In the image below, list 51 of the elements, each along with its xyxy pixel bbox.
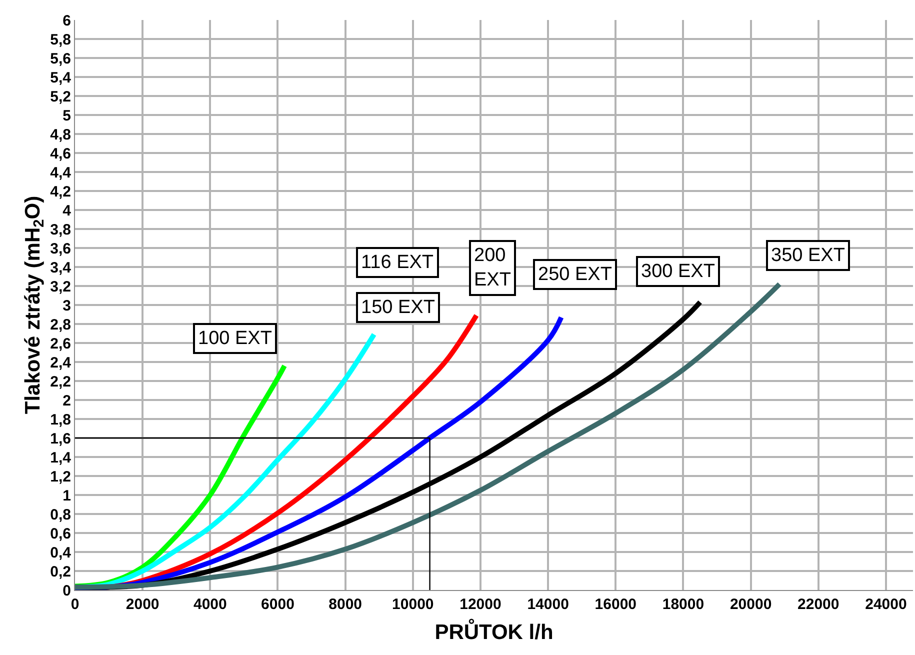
y-tick-label: 1,8 xyxy=(50,411,71,428)
x-tick-label: 12000 xyxy=(460,596,502,613)
y-tick-label: 4,8 xyxy=(50,126,71,144)
x-tick-label: 22000 xyxy=(798,596,840,613)
y-tick-label: 0,2 xyxy=(50,563,71,580)
x-tick-label: 24000 xyxy=(865,596,907,613)
x-tick-label: 18000 xyxy=(662,596,704,613)
annotation: 250 EXT xyxy=(538,264,612,285)
y-tick-label: 4,6 xyxy=(50,145,71,162)
y-tick-label: 2,4 xyxy=(50,354,72,372)
y-tick-label: 3,4 xyxy=(50,259,72,276)
y-tick-label: 5 xyxy=(62,107,71,124)
x-axis-title: PRŮTOK l/h xyxy=(434,618,554,644)
x-tick-label: 8000 xyxy=(328,596,362,613)
y-tick-label: 3 xyxy=(62,297,71,314)
y-tick-label: 2,8 xyxy=(50,316,71,334)
x-tick-label: 14000 xyxy=(527,596,569,613)
y-tick-label: 1,2 xyxy=(50,468,71,486)
y-tick-label: 2 xyxy=(62,392,71,410)
y-tick-label: 5,4 xyxy=(50,69,72,86)
x-tick-label: 16000 xyxy=(594,596,637,613)
y-tick-label: 0,8 xyxy=(50,506,71,524)
y-tick-label: 3,8 xyxy=(50,221,71,238)
y-tick-label: 1 xyxy=(62,487,71,504)
y-tick-label: 0,4 xyxy=(50,544,72,562)
x-tick-label: 10000 xyxy=(392,596,434,613)
y-tick-label: 3,2 xyxy=(50,278,71,296)
y-tick-label: 2,6 xyxy=(50,335,71,352)
x-tick-label: 20000 xyxy=(730,596,772,613)
x-tick-label: 2000 xyxy=(126,596,160,613)
y-tick-label: 1,4 xyxy=(50,449,72,466)
annotation: 150 EXT xyxy=(361,297,436,318)
y-tick-label: 5,6 xyxy=(50,50,71,68)
annotation: 100 EXT xyxy=(198,328,272,349)
annotation: 350 EXT xyxy=(771,245,846,266)
x-tick-label: 6000 xyxy=(261,596,294,613)
annotation: 200 EXT xyxy=(474,245,512,291)
y-tick-label: 3,6 xyxy=(50,240,71,258)
y-tick-label: 4,2 xyxy=(50,183,71,200)
y-tick-label: 6 xyxy=(62,12,71,30)
y-tick-label: 1,6 xyxy=(50,430,71,448)
y-tick-label: 2,2 xyxy=(50,373,71,390)
x-tick-label: 4000 xyxy=(193,596,227,613)
y-tick-label: 0 xyxy=(62,582,71,600)
y-tick-label: 0,6 xyxy=(50,525,71,542)
annotation: 300 EXT xyxy=(641,261,716,282)
annotation: 116 EXT xyxy=(361,252,434,273)
y-tick-label: 4,4 xyxy=(50,164,72,182)
y-tick-label: 4 xyxy=(62,202,72,220)
y-tick-label: 5,2 xyxy=(50,88,71,106)
y-tick-label: 5,8 xyxy=(50,31,71,48)
